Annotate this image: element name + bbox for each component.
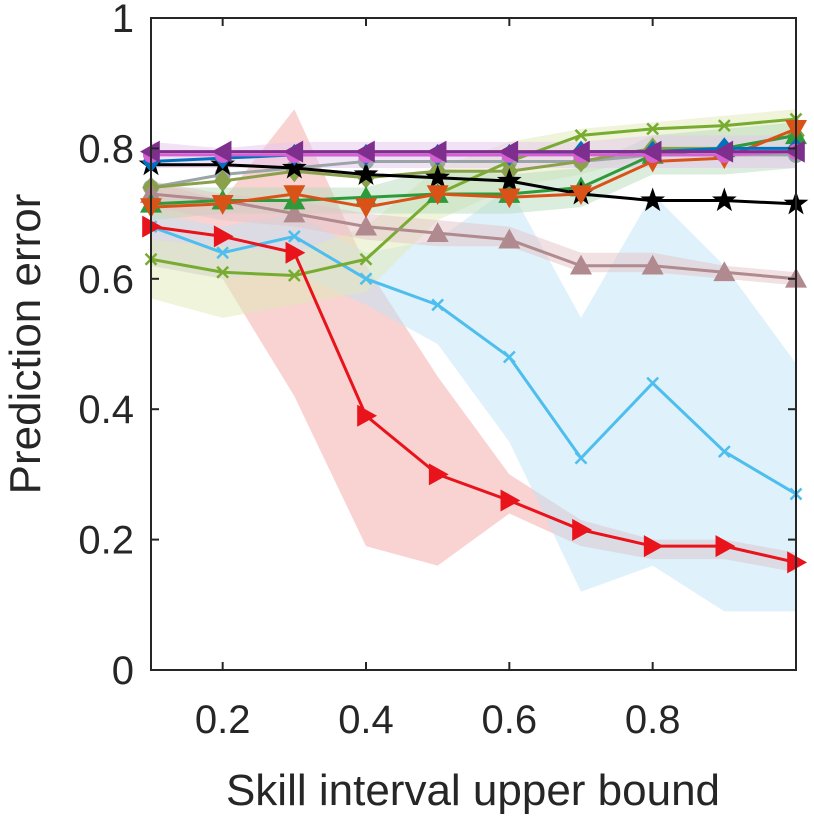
data-point-orange-triangle [211,195,234,215]
data-point-purple-triangle [283,140,304,163]
data-point-purple-triangle [785,140,805,163]
x-tick-label: 0.8 [625,698,681,742]
data-point-red-triangle [428,463,449,486]
data-point-purple-triangle [713,140,734,163]
x-tick-label: 0.2 [195,698,251,742]
y-tick-label: 1 [112,0,134,41]
series-line-orange-triangle [150,127,797,209]
data-point-mauve-triangle [498,228,521,249]
data-point-black-star [496,168,522,192]
data-point-black-star [353,161,379,185]
data-point-purple-triangle [211,140,232,163]
data-point-red-triangle [572,518,592,541]
data-point-purple-triangle [140,140,160,163]
data-point-yellow-green-cross [717,119,731,132]
tick-labels: 0.2 0.4 0.6 0.8 0 0.2 0.4 0.6 0.8 1 [78,0,680,742]
data-point-red-triangle [357,404,377,427]
y-tick-label: 0.8 [78,127,134,171]
series-orange-triangle [140,120,807,219]
y-tick-label: 0.4 [78,388,134,432]
data-point-orange-triangle [498,188,521,209]
data-point-light-blue-cross [359,272,373,286]
data-point-red-triangle [643,535,664,558]
yellow-green-band [151,109,796,318]
data-point-mauve-triangle [641,254,664,275]
y-tick-label: 0 [112,649,134,693]
data-point-orange-triangle [355,198,377,219]
data-point-yellow-green-cross [216,265,230,279]
data-point-light-blue-cross [646,376,660,390]
data-point-orange-triangle [283,185,306,206]
data-point-mauve-triangle [426,222,449,242]
confidence-bands [151,109,796,612]
series-mauve-triangle [140,183,807,288]
series-line-mauve-triangle [150,192,797,281]
data-point-light-blue-cross [574,451,588,465]
series-line-olive-diamond [150,133,797,190]
data-point-yellow-green-cross [287,269,301,282]
data-point-light-blue-cross [502,350,516,364]
data-point-red-triangle [142,215,162,238]
data-point-orange-triangle [570,185,592,206]
data-point-black-star [711,187,737,212]
data-point-purple-triangle [426,140,447,163]
data-point-purple-triangle [641,140,662,163]
x-tick-label: 0.6 [482,698,538,742]
mauve-band [151,181,796,286]
x-tick-label: 0.4 [338,698,394,742]
data-point-mauve-triangle [570,254,592,275]
data-point-olive-diamond [213,170,232,192]
data-series [138,112,809,574]
data-point-light-blue-cross [216,246,230,260]
y-tick-label: 0.2 [78,519,134,563]
data-point-purple-triangle [570,140,590,163]
data-point-light-blue-cross [431,298,445,312]
series-purple-triangle [140,140,805,163]
series-line-black-star [151,163,797,206]
data-point-light-blue-cross [287,230,301,243]
data-point-mauve-triangle [355,215,377,236]
series-red-triangle [142,215,807,574]
data-point-red-triangle [213,225,234,248]
data-point-light-blue-cross [717,445,731,458]
data-point-red-triangle [787,551,807,574]
data-point-black-star [425,164,451,189]
data-point-black-star [640,187,666,212]
data-point-mauve-triangle [283,202,306,223]
y-axis-title: Prediction error [1,194,50,495]
y-tick-label: 0.6 [78,258,134,302]
plot-area-frame [150,17,797,671]
data-point-yellow-green-cross [359,252,373,266]
light-blue-band [151,187,796,612]
data-point-orange-triangle [426,185,449,206]
data-point-red-triangle [285,241,306,264]
data-point-purple-triangle [498,140,519,163]
data-point-red-triangle [715,535,736,558]
data-point-yellow-green-cross [574,128,588,142]
tick-marks [151,17,796,671]
data-point-black-star [281,154,307,179]
series-line-yellow-green-cross [150,117,797,278]
data-point-red-triangle [500,489,521,512]
axes [150,17,797,671]
data-point-purple-triangle [355,140,375,163]
series-line-red-triangle [150,225,797,564]
data-point-mauve-triangle [713,261,736,282]
x-axis-title: Skill interval upper bound [226,766,720,815]
data-point-yellow-green-cross [646,122,660,136]
series-line-magenta-circle [151,150,797,157]
